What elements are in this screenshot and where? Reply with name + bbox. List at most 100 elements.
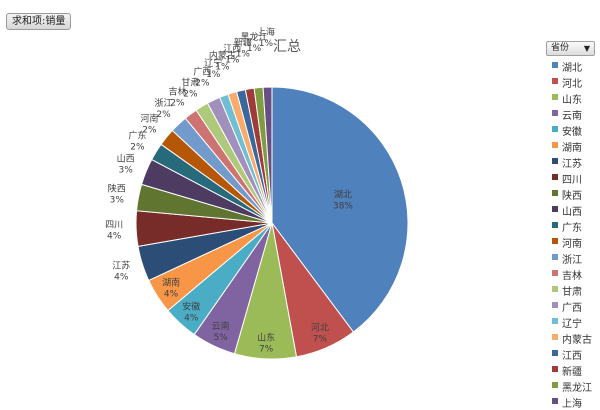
chart-legend: 湖北河北山东云南安徽湖南江苏四川陕西山西广东河南浙江吉林甘肃广西辽宁内蒙古江西新… [552,58,600,410]
legend-swatch [552,126,558,132]
legend-swatch [552,366,558,372]
legend-swatch [552,254,558,260]
slice-percent-label: 7% [259,345,274,355]
legend-item: 甘肃 [552,282,600,298]
legend-item: 山西 [552,202,600,218]
slice-percent-label: 38% [333,201,353,211]
legend-label: 浙江 [562,251,582,266]
slice-category-label: 江苏 [112,259,130,271]
slice-category-label: 山西 [117,153,135,164]
slice-category-label: 河北 [311,322,329,334]
slice-percent-label: 3% [110,195,125,205]
legend-swatch [552,142,558,148]
legend-swatch [552,222,558,228]
province-filter-label: 省份 [551,42,569,55]
legend-swatch [552,334,558,340]
slice-category-label: 陕西 [108,182,126,194]
slice-percent-label: 4% [107,231,122,241]
legend-swatch [552,206,558,212]
slice-data-label: 陕西3% [108,182,126,205]
legend-label: 四川 [562,171,582,186]
legend-item: 湖南 [552,138,600,154]
legend-item: 江西 [552,346,600,362]
slice-category-label: 湖北 [334,189,352,200]
slice-data-label: 上海1% [257,26,275,49]
legend-swatch [552,110,558,116]
slice-percent-label: 2% [130,142,145,152]
slice-data-label: 湖南4% [162,276,180,299]
slice-percent-label: 2% [156,110,171,120]
legend-item: 辽宁 [552,314,600,330]
legend-label: 山西 [562,203,582,218]
legend-label: 广西 [562,299,582,314]
legend-label: 河北 [562,75,582,90]
legend-item: 陕西 [552,186,600,202]
legend-label: 山东 [562,91,582,106]
legend-swatch [552,318,558,324]
pie-chart: 湖北38%河北7%山东7%云南5%安徽4%湖南4%江苏4%四川4%陕西3%山西3… [0,0,600,400]
legend-swatch [552,286,558,292]
legend-label: 安徽 [562,123,582,138]
slice-percent-label: 3% [119,165,134,175]
legend-label: 内蒙古 [562,331,592,346]
slice-category-label: 安徽 [182,300,200,312]
legend-label: 新疆 [562,363,582,378]
slice-data-label: 河北7% [311,322,329,345]
legend-label: 黑龙江 [562,379,592,394]
slice-percent-label: 2% [170,98,185,108]
legend-item: 广东 [552,218,600,234]
legend-swatch [552,302,558,308]
slice-percent-label: 1% [259,39,274,49]
dropdown-arrow-icon: ▼ [584,42,590,55]
legend-label: 吉林 [562,267,582,282]
legend-item: 湖北 [552,58,600,74]
slice-category-label: 云南 [212,320,230,332]
slice-percent-label: 2% [195,79,210,89]
legend-swatch [552,94,558,100]
legend-swatch [552,190,558,196]
legend-swatch [552,62,558,68]
legend-swatch [552,174,558,180]
legend-item: 浙江 [552,250,600,266]
slice-data-label: 江苏4% [112,259,130,282]
province-filter-dropdown[interactable]: 省份 ▼ [546,41,595,56]
slice-percent-label: 7% [313,335,328,345]
legend-item: 河南 [552,234,600,250]
legend-swatch [552,270,558,276]
legend-swatch [552,350,558,356]
legend-swatch [552,238,558,244]
legend-swatch [552,382,558,388]
legend-item: 上海 [552,394,600,410]
slice-category-label: 山东 [257,332,275,344]
slice-category-label: 四川 [105,220,123,230]
legend-label: 湖北 [562,59,582,74]
legend-label: 甘肃 [562,283,582,298]
slice-percent-label: 4% [184,313,199,323]
legend-item: 江苏 [552,154,600,170]
legend-item: 四川 [552,170,600,186]
legend-label: 云南 [562,107,582,122]
slice-category-label: 湖南 [162,276,180,288]
slice-percent-label: 4% [164,289,179,299]
legend-item: 黑龙江 [552,378,600,394]
legend-item: 山东 [552,90,600,106]
legend-item: 吉林 [552,266,600,282]
slice-data-label: 湖北38% [333,189,353,211]
slice-data-label: 山西3% [117,153,135,175]
slice-percent-label: 5% [213,333,228,343]
legend-label: 广东 [562,219,582,234]
slice-data-label: 山东7% [257,332,275,355]
slice-percent-label: 4% [114,272,129,282]
legend-label: 江苏 [562,155,582,170]
legend-item: 河北 [552,74,600,90]
legend-item: 内蒙古 [552,330,600,346]
slice-data-label: 四川4% [105,220,123,241]
slice-data-label: 安徽4% [182,300,200,323]
legend-label: 河南 [562,235,582,250]
legend-item: 新疆 [552,362,600,378]
slice-percent-label: 2% [183,90,198,100]
legend-item: 安徽 [552,122,600,138]
legend-label: 上海 [562,395,582,410]
legend-item: 云南 [552,106,600,122]
slice-category-label: 上海 [257,26,275,38]
